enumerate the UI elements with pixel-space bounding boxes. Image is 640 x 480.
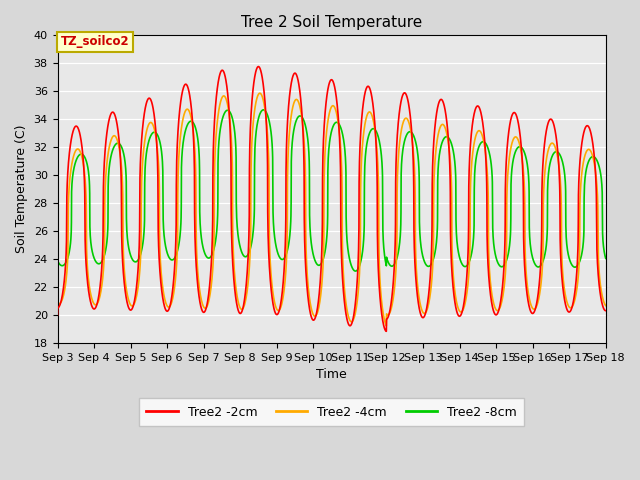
X-axis label: Time: Time [316, 368, 347, 381]
Y-axis label: Soil Temperature (C): Soil Temperature (C) [15, 125, 28, 253]
Legend: Tree2 -2cm, Tree2 -4cm, Tree2 -8cm: Tree2 -2cm, Tree2 -4cm, Tree2 -8cm [139, 398, 524, 426]
Title: Tree 2 Soil Temperature: Tree 2 Soil Temperature [241, 15, 422, 30]
Text: TZ_soilco2: TZ_soilco2 [60, 35, 129, 48]
